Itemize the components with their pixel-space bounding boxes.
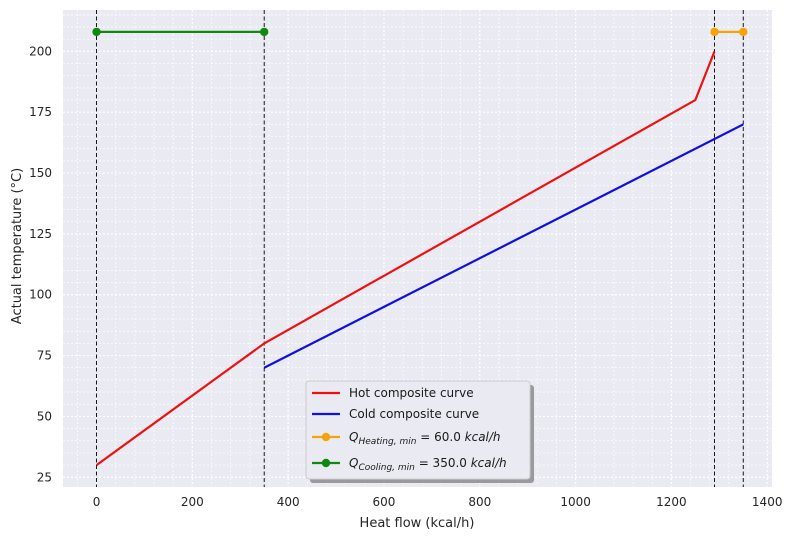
y-tick-label: 100 (29, 288, 52, 302)
x-tick-label: 1000 (560, 495, 591, 509)
x-tick-label: 1200 (656, 495, 687, 509)
legend-label: Hot composite curve (349, 386, 474, 400)
series-lines (92, 27, 748, 466)
legend-label: QHeating, min = 60.0 kcal/h (349, 430, 501, 447)
x-tick-label: 600 (373, 495, 396, 509)
y-tick-label: 200 (29, 44, 52, 58)
vertical-lines (96, 10, 744, 487)
y-tick-label: 75 (37, 349, 52, 363)
x-tick-label: 200 (181, 495, 204, 509)
series-line (263, 123, 744, 369)
y-tick-label: 125 (29, 227, 52, 241)
legend-marker (321, 458, 331, 468)
legend-marker (321, 432, 331, 442)
legend-label: Cold composite curve (349, 407, 479, 421)
y-ticks: 25 50 75 100 125 150 175 200 (29, 44, 52, 484)
y-tick-label: 175 (29, 105, 52, 119)
x-tick-label: 400 (277, 495, 300, 509)
x-tick-label: 800 (468, 495, 491, 509)
series-marker (710, 27, 719, 37)
y-tick-label: 150 (29, 166, 52, 180)
series-line (95, 50, 716, 466)
y-axis-label: Actual temperature (°C) (10, 168, 25, 324)
series-marker (260, 27, 269, 37)
y-tick-label: 50 (37, 409, 52, 423)
legend-box (305, 380, 531, 480)
x-tick-label: 0 (93, 495, 101, 509)
y-tick-label: 25 (37, 470, 52, 484)
x-ticks: 0 200 400 600 800 1000 1200 1400 (93, 495, 783, 509)
legend: Hot composite curve Cold composite curve Q… (305, 380, 534, 483)
series-marker (92, 27, 101, 37)
legend-label: QCooling, min = 350.0 kcal/h (349, 456, 507, 473)
series-marker (739, 27, 748, 37)
x-axis-label: Heat flow (kcal/h) (360, 516, 475, 531)
x-tick-label: 1400 (752, 495, 783, 509)
